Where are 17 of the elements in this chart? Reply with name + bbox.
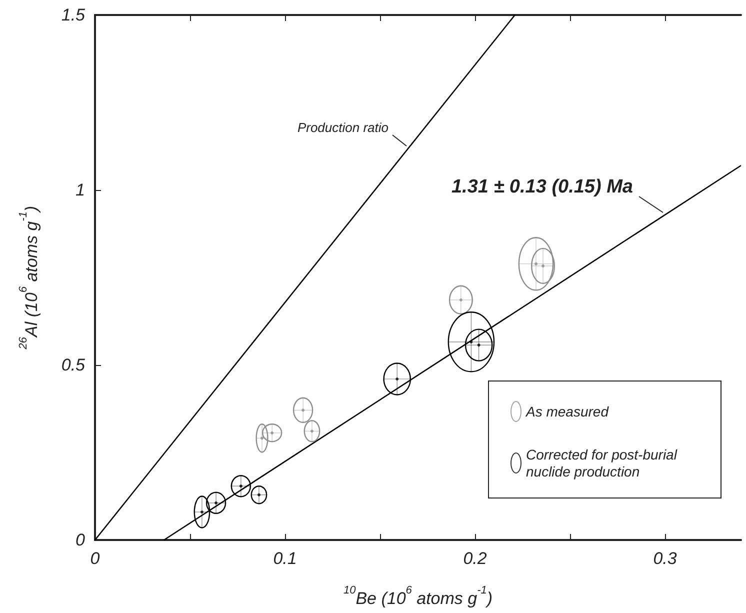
y-tick-label: 0 <box>76 530 86 550</box>
point <box>230 475 252 498</box>
annotation: 1.31 ± 0.13 (0.15) Ma <box>451 176 634 198</box>
legend-label: Corrected for post-burial nuclide production <box>526 446 681 480</box>
y-tick-label: 1.5 <box>61 6 86 24</box>
x-tick-label: 0.2 <box>463 549 488 568</box>
x-tick-label: 0.3 <box>653 549 678 568</box>
point <box>262 424 282 442</box>
x-tick-label: 0.1 <box>273 549 297 568</box>
annotation: Production ratio <box>297 120 388 135</box>
legend-label: As measured <box>525 404 610 420</box>
point <box>292 397 314 423</box>
x-tick-label: 0 <box>90 549 100 568</box>
y-tick-label: 1 <box>76 180 85 200</box>
y-tick-label: 0.5 <box>61 356 86 374</box>
point <box>206 492 226 514</box>
y-axis-title: 26Al (106 atoms g-1) <box>18 206 41 350</box>
